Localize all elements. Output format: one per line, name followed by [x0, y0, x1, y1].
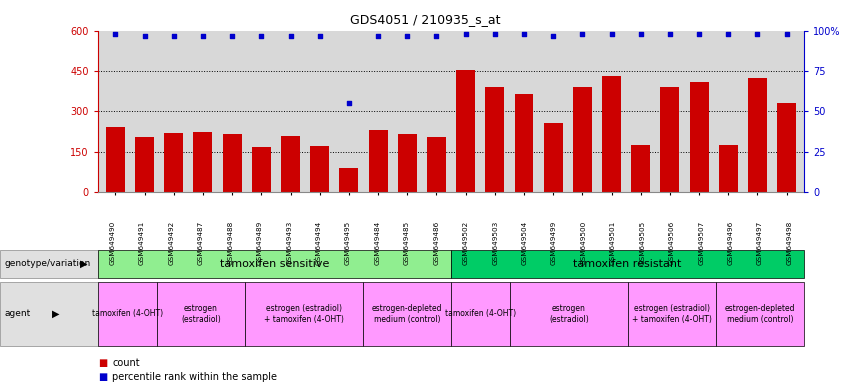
- Text: tamoxifen (4-OHT): tamoxifen (4-OHT): [92, 310, 163, 318]
- Bar: [164, 133, 183, 192]
- Text: GSM649495: GSM649495: [345, 221, 351, 265]
- Point: [488, 31, 501, 37]
- Point: [313, 33, 327, 39]
- Text: GSM649488: GSM649488: [227, 221, 233, 265]
- Bar: [252, 147, 271, 192]
- Bar: [456, 70, 475, 192]
- Text: GSM649499: GSM649499: [551, 221, 557, 265]
- Point: [663, 31, 677, 37]
- Text: GSM649491: GSM649491: [139, 221, 145, 265]
- Text: percentile rank within the sample: percentile rank within the sample: [112, 372, 277, 382]
- Text: GSM649497: GSM649497: [757, 221, 763, 265]
- Text: estrogen (estradiol)
+ tamoxifen (4-OHT): estrogen (estradiol) + tamoxifen (4-OHT): [264, 304, 344, 324]
- Text: GSM649496: GSM649496: [728, 221, 734, 265]
- Bar: [368, 130, 387, 192]
- Text: estrogen (estradiol)
+ tamoxifen (4-OHT): estrogen (estradiol) + tamoxifen (4-OHT): [631, 304, 711, 324]
- Point: [546, 33, 560, 39]
- Bar: [427, 137, 446, 192]
- Bar: [660, 87, 679, 192]
- Text: GSM649506: GSM649506: [669, 221, 675, 265]
- Bar: [485, 87, 505, 192]
- Text: count: count: [112, 358, 140, 368]
- Text: GSM649503: GSM649503: [492, 221, 498, 265]
- Bar: [135, 137, 154, 192]
- Point: [575, 31, 589, 37]
- Bar: [573, 87, 591, 192]
- Text: tamoxifen sensitive: tamoxifen sensitive: [220, 259, 329, 269]
- Bar: [748, 78, 767, 192]
- Bar: [719, 145, 738, 192]
- Text: ■: ■: [98, 372, 107, 382]
- Point: [167, 33, 180, 39]
- Bar: [689, 82, 709, 192]
- Point: [109, 31, 123, 37]
- Bar: [777, 103, 797, 192]
- Bar: [602, 76, 621, 192]
- Text: GSM649484: GSM649484: [374, 221, 380, 265]
- Text: GDS4051 / 210935_s_at: GDS4051 / 210935_s_at: [351, 13, 500, 26]
- Text: genotype/variation: genotype/variation: [4, 260, 90, 268]
- Bar: [397, 134, 417, 192]
- Text: ▶: ▶: [52, 309, 59, 319]
- Text: GSM649494: GSM649494: [316, 221, 322, 265]
- Point: [226, 33, 239, 39]
- Bar: [106, 127, 125, 192]
- Bar: [311, 146, 329, 192]
- Text: tamoxifen resistant: tamoxifen resistant: [574, 259, 682, 269]
- Point: [196, 33, 209, 39]
- Text: ■: ■: [98, 358, 107, 368]
- Point: [254, 33, 268, 39]
- Text: GSM649487: GSM649487: [198, 221, 204, 265]
- Text: GSM649504: GSM649504: [522, 221, 528, 265]
- Point: [459, 31, 472, 37]
- Text: GSM649493: GSM649493: [286, 221, 292, 265]
- Bar: [515, 94, 534, 192]
- Point: [517, 31, 531, 37]
- Text: tamoxifen (4-OHT): tamoxifen (4-OHT): [445, 310, 516, 318]
- Point: [283, 33, 297, 39]
- Text: GSM649507: GSM649507: [698, 221, 704, 265]
- Bar: [544, 124, 563, 192]
- Bar: [631, 145, 650, 192]
- Text: GSM649486: GSM649486: [433, 221, 439, 265]
- Point: [371, 33, 385, 39]
- Point: [751, 31, 764, 37]
- Text: estrogen
(estradiol): estrogen (estradiol): [181, 304, 220, 324]
- Point: [693, 31, 706, 37]
- Text: agent: agent: [4, 310, 31, 318]
- Text: estrogen
(estradiol): estrogen (estradiol): [549, 304, 589, 324]
- Point: [430, 33, 443, 39]
- Point: [401, 33, 414, 39]
- Point: [722, 31, 735, 37]
- Text: GSM649505: GSM649505: [639, 221, 645, 265]
- Text: GSM649492: GSM649492: [168, 221, 174, 265]
- Point: [605, 31, 619, 37]
- Bar: [193, 131, 213, 192]
- Point: [342, 100, 356, 106]
- Text: GSM649501: GSM649501: [610, 221, 616, 265]
- Point: [780, 31, 793, 37]
- Text: GSM649485: GSM649485: [404, 221, 410, 265]
- Text: GSM649490: GSM649490: [110, 221, 116, 265]
- Text: GSM649502: GSM649502: [463, 221, 469, 265]
- Point: [138, 33, 151, 39]
- Text: estrogen-depleted
medium (control): estrogen-depleted medium (control): [372, 304, 443, 324]
- Bar: [340, 168, 358, 192]
- Text: GSM649489: GSM649489: [257, 221, 263, 265]
- Text: ▶: ▶: [80, 259, 87, 269]
- Text: GSM649500: GSM649500: [580, 221, 586, 265]
- Bar: [281, 136, 300, 192]
- Bar: [223, 134, 242, 192]
- Point: [634, 31, 648, 37]
- Text: GSM649498: GSM649498: [786, 221, 792, 265]
- Text: estrogen-depleted
medium (control): estrogen-depleted medium (control): [725, 304, 796, 324]
